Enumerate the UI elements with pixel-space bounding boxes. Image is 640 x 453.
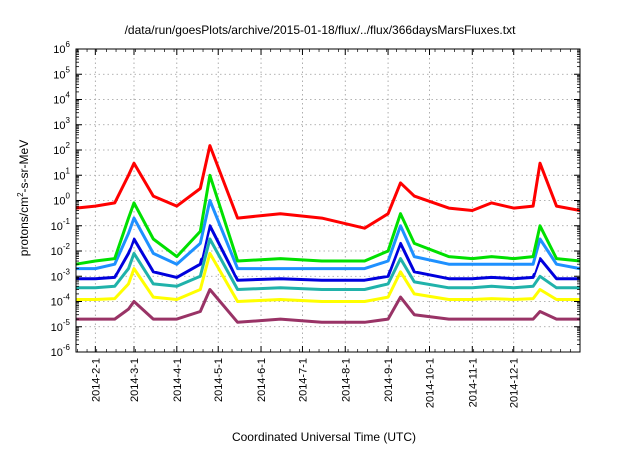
y-tick-labels: 10-610-510-410-310-210-11001011021031041…	[51, 40, 71, 359]
y-tick-label: 10-1	[51, 217, 71, 233]
x-tick-labels: 2014-2-1 2014-3-1 2014-4-1 2014-5-1 2014-6-1…	[90, 358, 520, 408]
y-tick-base: 10	[53, 145, 65, 157]
y-tick-exponent: -6	[63, 343, 71, 352]
y-tick-label: 10-5	[51, 318, 71, 334]
x-tick-label: 2014-11-1	[467, 358, 479, 407]
x-tick-label: 2014-4-1	[172, 358, 184, 402]
series-line	[76, 212, 581, 276]
y-tick-base: 10	[51, 347, 63, 359]
x-tick-label: 2014-12-1	[509, 358, 521, 408]
y-tick-exponent: 0	[66, 192, 71, 201]
y-tick-base: 10	[53, 69, 65, 81]
y-tick-exponent: 4	[66, 91, 71, 100]
y-tick-label: 10-4	[51, 293, 71, 309]
y-tick-label: 106	[53, 40, 70, 56]
series-line	[76, 199, 581, 271]
y-tick-label: 100	[53, 192, 70, 208]
y-tick-base: 10	[51, 246, 63, 258]
series-line	[76, 288, 580, 324]
y-tick-base: 10	[53, 120, 65, 132]
y-tick-base: 10	[53, 44, 65, 56]
y-tick-label: 105	[53, 65, 70, 81]
y-tick-exponent: 1	[66, 166, 71, 175]
series-line	[76, 251, 580, 303]
series-line	[76, 237, 580, 291]
y-tick-base: 10	[51, 322, 63, 334]
y-tick-exponent: -2	[63, 242, 71, 251]
y-axis-label-part: protons/cm	[17, 197, 31, 256]
chart-title: /data/run/goesPlots/archive/2015-01-18/f…	[125, 23, 517, 37]
y-tick-label: 102	[53, 141, 70, 157]
x-tick-label: 2014-2-1	[90, 358, 102, 402]
series-line	[75, 173, 581, 266]
y-tick-exponent: -5	[63, 318, 71, 327]
y-tick-label: 10-3	[51, 267, 71, 283]
y-tick-base: 10	[51, 297, 63, 309]
x-tick-label: 2014-9-1	[383, 358, 395, 402]
x-tick-label: 2014-5-1	[213, 358, 225, 402]
y-tick-label: 10-2	[51, 242, 71, 258]
y-tick-exponent: 3	[66, 116, 71, 125]
plot-series	[75, 144, 581, 324]
series-line	[75, 144, 581, 230]
series-line	[76, 224, 580, 282]
x-tick-label: 2014-10-1	[424, 358, 436, 408]
x-tick-label: 2014-7-1	[297, 358, 309, 402]
y-axis-label-part: -s-sr-MeV	[17, 140, 31, 193]
y-axis-label: protons/cm2-s-sr-MeV	[16, 140, 31, 256]
x-axis-label: Coordinated Universal Time (UTC)	[232, 430, 416, 444]
y-tick-exponent: 2	[66, 141, 71, 150]
y-tick-label: 10-6	[51, 343, 71, 359]
y-tick-base: 10	[51, 221, 63, 233]
y-tick-base: 10	[53, 170, 65, 182]
y-tick-exponent: -3	[63, 267, 71, 276]
y-tick-base: 10	[53, 95, 65, 107]
y-tick-exponent: -1	[63, 217, 71, 226]
x-tick-label: 2014-6-1	[256, 358, 268, 402]
y-tick-base: 10	[53, 196, 65, 208]
y-axis-label-superscript: 2	[16, 192, 25, 197]
x-tick-label: 2014-8-1	[340, 358, 352, 402]
y-tick-label: 104	[53, 91, 70, 107]
y-tick-exponent: 6	[66, 40, 71, 49]
x-tick-label: 2014-3-1	[129, 358, 141, 402]
axis-ticks	[76, 48, 581, 353]
y-tick-exponent: 5	[66, 65, 71, 74]
y-tick-exponent: -4	[63, 293, 71, 302]
y-tick-label: 101	[53, 166, 70, 182]
y-tick-base: 10	[51, 271, 63, 283]
grid-lines	[76, 49, 580, 352]
y-tick-label: 103	[53, 116, 70, 132]
